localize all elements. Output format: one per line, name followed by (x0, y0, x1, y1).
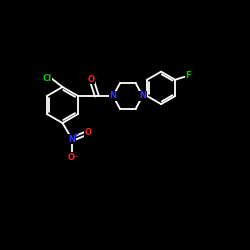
Text: N: N (139, 92, 146, 100)
Text: O: O (85, 128, 92, 137)
Text: +: + (74, 132, 79, 138)
Text: F: F (185, 71, 191, 80)
Text: O: O (88, 74, 94, 84)
Text: Cl: Cl (42, 74, 51, 83)
Text: N: N (110, 92, 116, 100)
Text: N: N (68, 135, 75, 144)
Text: O⁻: O⁻ (67, 152, 79, 162)
